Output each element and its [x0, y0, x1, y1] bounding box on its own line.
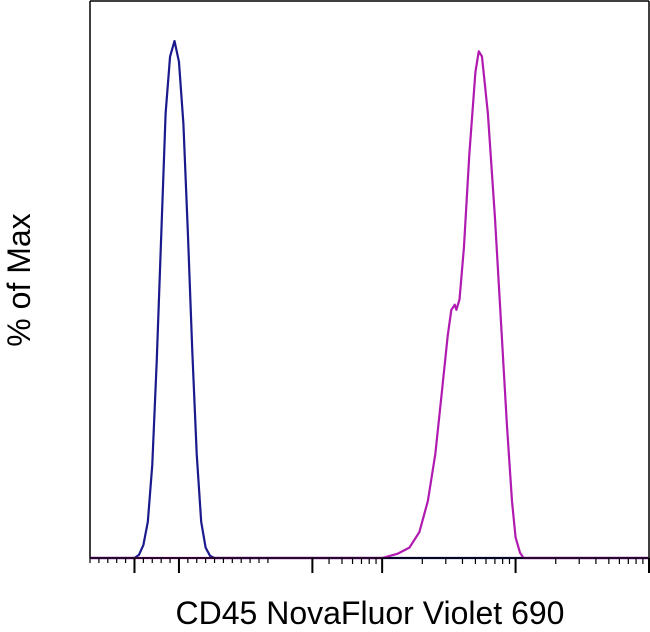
- y-axis-title: % of Max: [1, 213, 37, 346]
- x-axis-title: CD45 NovaFluor Violet 690: [176, 595, 565, 631]
- series-layer: [90, 39, 649, 560]
- histogram-series-1: [90, 39, 649, 560]
- histogram-series-2: [90, 50, 649, 560]
- x-axis-ticks: [89, 558, 650, 573]
